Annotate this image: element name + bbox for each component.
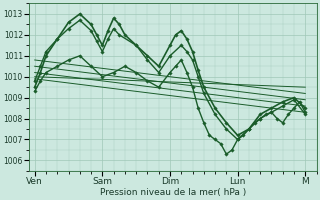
X-axis label: Pression niveau de la mer( hPa ): Pression niveau de la mer( hPa ) [100, 188, 246, 197]
